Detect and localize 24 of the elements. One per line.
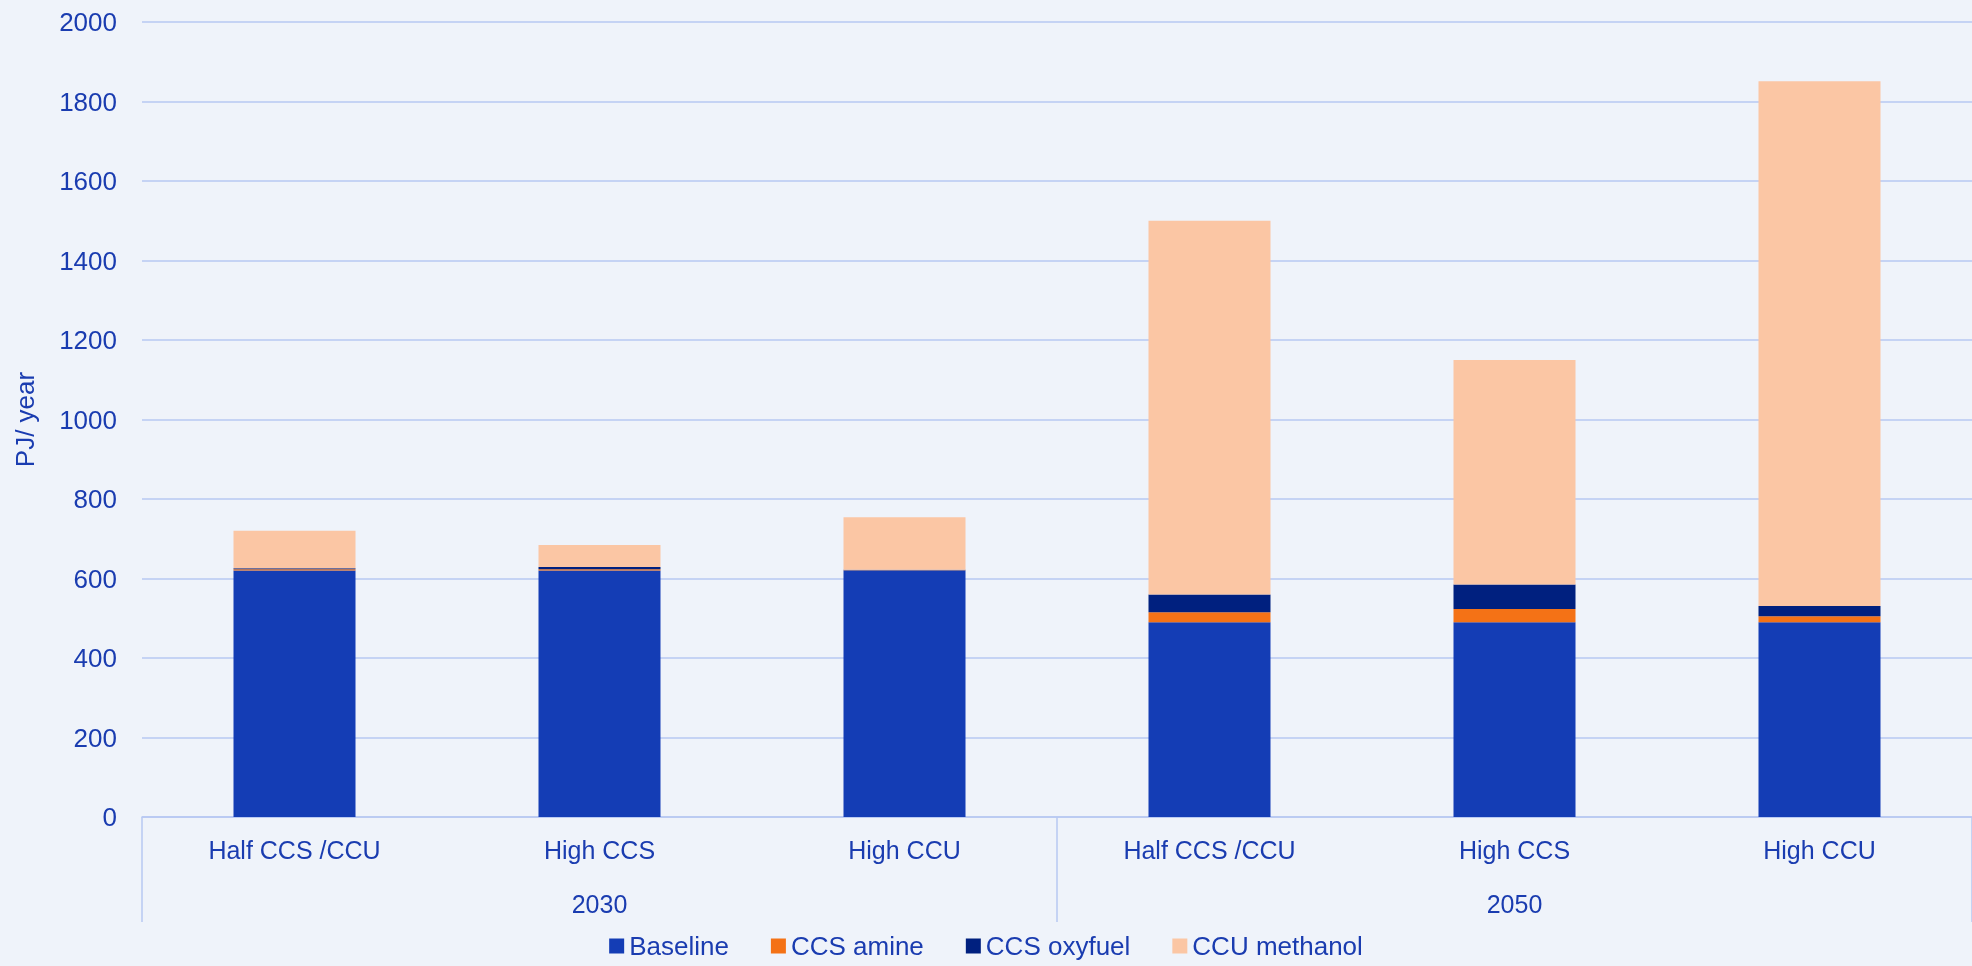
- y-tick-label: 800: [73, 484, 117, 514]
- y-tick-label: 1800: [59, 86, 117, 117]
- legend-label: CCS amine: [790, 931, 924, 961]
- text: 2050: [1486, 889, 1543, 918]
- x-tick-label: High CCS: [543, 835, 656, 864]
- y-tick-label: 1000: [59, 404, 117, 435]
- y-tick-label: 1400: [59, 245, 117, 276]
- y-tick-label: 2000: [59, 7, 117, 37]
- legend-label: Baseline: [629, 931, 729, 961]
- x-tick-label: High CCU: [848, 835, 961, 864]
- y-tick-label: 1200: [59, 325, 117, 355]
- x-tick-label: Half CCS /CCU: [1123, 835, 1296, 864]
- x-tick-label: Half CCS /CCU: [208, 835, 381, 864]
- x-tick-label: High CCS: [1458, 835, 1571, 864]
- y-tick-label: 1600: [59, 166, 117, 196]
- legend-label: CCS oxyfuel: [985, 931, 1131, 961]
- y-tick-label: 400: [73, 643, 117, 673]
- y-tick-label: 200: [73, 722, 117, 753]
- legend-label: CCU methanol: [1192, 931, 1363, 961]
- y-tick-label: 600: [73, 563, 117, 594]
- y-axis-title: PJ/ year: [10, 371, 40, 468]
- text: 2030: [571, 889, 628, 918]
- y-tick-label: 0: [102, 802, 117, 832]
- x-tick-label: High CCU: [1763, 835, 1876, 864]
